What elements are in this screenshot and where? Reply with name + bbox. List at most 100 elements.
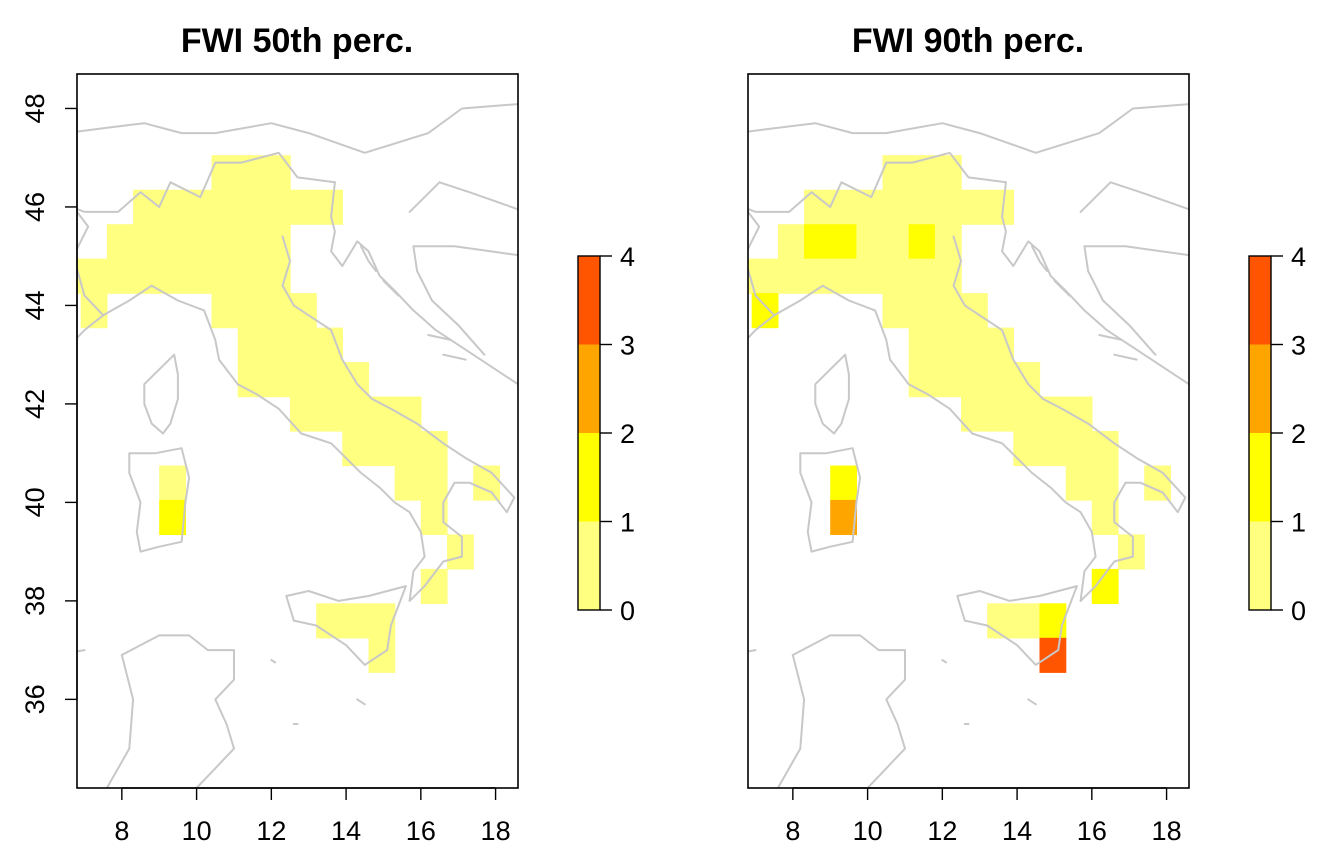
- grid-cell: [263, 293, 291, 329]
- coastline: [356, 698, 366, 706]
- grid-cell: [751, 258, 779, 294]
- grid-cell: [934, 189, 962, 225]
- grid-cell: [830, 189, 857, 225]
- y-tick-label: 44: [20, 290, 50, 320]
- grid-cell: [263, 155, 291, 191]
- grid-cell: [159, 224, 186, 260]
- grid-cell: [908, 258, 936, 294]
- coastline: [941, 659, 948, 664]
- grid-cell: [908, 327, 936, 363]
- grid-cell: [159, 499, 186, 535]
- y-axis: 36 38 40 42 44 46 48: [20, 93, 78, 714]
- coastline: [285, 585, 407, 666]
- coastline: [408, 181, 518, 213]
- coastline: [748, 314, 776, 340]
- colorbar-label: 4: [1291, 242, 1306, 272]
- grid-cell: [934, 258, 962, 294]
- colorbar-label: 3: [1291, 331, 1306, 361]
- coastline: [791, 634, 906, 788]
- grid-cell: [961, 189, 988, 225]
- grid-cell: [394, 465, 422, 501]
- coastline: [799, 447, 862, 553]
- grid-cell: [211, 224, 239, 260]
- coastline: [1031, 245, 1048, 272]
- grid-cell: [133, 224, 160, 260]
- colorbar-label: 3: [620, 331, 635, 361]
- grid-cell: [106, 258, 134, 294]
- coastline: [1027, 698, 1037, 706]
- grid-cell: [882, 293, 910, 329]
- grid-cell: [263, 327, 291, 363]
- grid-cell: [290, 362, 317, 398]
- grid-cell: [856, 258, 884, 294]
- coastline-layer: [681, 103, 1189, 788]
- grid-cell: [987, 362, 1014, 398]
- grid-cell: [263, 224, 291, 260]
- x-tick-label: 12: [927, 816, 957, 846]
- colorbar-label: 2: [620, 419, 635, 449]
- grid-cell: [316, 189, 343, 225]
- grid-cell: [368, 637, 396, 673]
- grid-cell: [934, 327, 962, 363]
- fwi-cells: [77, 155, 500, 673]
- grid-cell: [447, 534, 474, 570]
- grid-cell: [290, 327, 317, 363]
- grid-cell: [934, 293, 962, 329]
- grid-cell: [1144, 465, 1171, 501]
- colorbar-segment: [578, 521, 600, 610]
- coastline: [1079, 181, 1189, 213]
- grid-cell: [211, 258, 239, 294]
- grid-cell: [237, 293, 265, 329]
- coastline: [1053, 279, 1071, 297]
- colorbar-label: 0: [1291, 596, 1306, 626]
- coastline: [143, 353, 179, 435]
- y-tick-label: 48: [20, 93, 50, 123]
- fwi-cells: [748, 155, 1171, 673]
- panel-title: FWI 50th perc.: [181, 22, 413, 60]
- coastline: [748, 151, 1007, 213]
- y-tick-label: 40: [20, 487, 50, 517]
- grid-cell: [237, 258, 265, 294]
- grid-cell: [856, 224, 884, 260]
- grid-cell: [934, 362, 962, 398]
- grid-cell: [830, 499, 857, 535]
- grid-cell: [211, 189, 239, 225]
- coastline: [270, 659, 277, 664]
- grid-cell: [908, 189, 936, 225]
- colorbar-label: 2: [1291, 419, 1306, 449]
- grid-cell: [263, 258, 291, 294]
- grid-cell: [185, 189, 213, 225]
- x-axis: 8 10 12 14 16 18: [114, 787, 511, 846]
- grid-cell: [882, 258, 910, 294]
- grid-cell: [987, 396, 1014, 432]
- colorbar-label: 1: [1291, 508, 1306, 538]
- colorbar-segment: [1249, 521, 1271, 610]
- y-tick-label: 38: [20, 586, 50, 616]
- grid-cell: [1039, 637, 1067, 673]
- coastline: [1098, 334, 1123, 341]
- coastline: [105, 654, 135, 788]
- grid-cell: [316, 396, 343, 432]
- grid-cell: [987, 189, 1014, 225]
- colorbar-legend: 0 1 2 3 4: [577, 242, 635, 626]
- coastline: [1113, 353, 1138, 361]
- grid-cell: [934, 155, 962, 191]
- coastline: [956, 585, 1078, 666]
- coastline: [814, 353, 850, 435]
- x-tick-label: 18: [1152, 816, 1182, 846]
- coastline: [77, 151, 336, 213]
- grid-cell: [211, 155, 239, 191]
- coastline: [681, 266, 730, 305]
- grid-cell: [342, 431, 370, 467]
- y-tick-label: 42: [20, 389, 50, 419]
- coastline: [427, 334, 452, 341]
- coastline: [1001, 181, 1189, 386]
- coastline: [412, 245, 486, 356]
- grid-cell: [830, 465, 857, 501]
- grid-cell: [908, 224, 936, 260]
- coastline: [1083, 245, 1189, 257]
- grid-cell: [987, 327, 1014, 363]
- colorbar-segment: [1249, 433, 1271, 522]
